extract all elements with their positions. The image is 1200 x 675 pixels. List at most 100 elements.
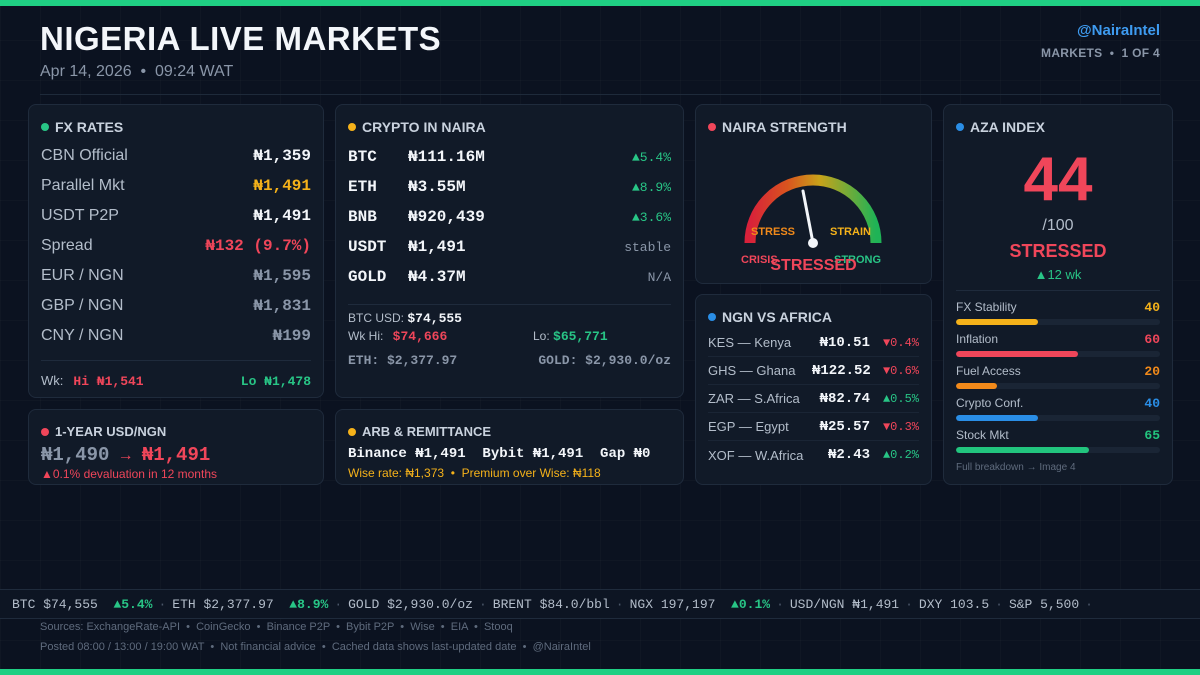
wk-hi-label: Wk Hi: xyxy=(348,329,384,343)
usdngn-to: ₦1,491 xyxy=(141,444,211,466)
top-accent-bar xyxy=(0,0,1200,6)
aza-track xyxy=(956,447,1160,453)
aza-track xyxy=(956,351,1160,357)
crypto-value: ₦920,439 xyxy=(408,208,485,226)
crypto-change: stable xyxy=(624,240,671,255)
aza-track xyxy=(956,319,1160,325)
aza-track xyxy=(956,383,1160,389)
aza-fill xyxy=(956,351,1079,357)
green-dot-icon xyxy=(41,123,49,131)
crypto-value: ₦111.16M xyxy=(408,148,485,166)
naira-strength-title: NAIRA STRENGTH xyxy=(708,119,847,135)
currency-change: ▲0.5% xyxy=(882,391,919,406)
aza-fill xyxy=(956,383,997,389)
wise-rate: Wise rate: ₦1,373 • Premium over Wise: ₦… xyxy=(348,466,601,480)
aza-component-value: 40 xyxy=(1144,396,1160,411)
africa-row: KES — Kenya ₦10.51 ▼0.4% xyxy=(708,329,919,357)
aza-trend: ▲12 wk xyxy=(1034,267,1082,282)
currency-value: ₦10.51 xyxy=(819,334,870,351)
currency-value: ₦122.52 xyxy=(812,362,871,379)
currency-change: ▼0.4% xyxy=(882,335,919,350)
aza-divider xyxy=(956,290,1160,291)
week-label: Wk: xyxy=(41,373,64,388)
africa-row: EGP — Egypt ₦25.57 ▼0.3% xyxy=(708,413,919,441)
crypto-change: ▲8.9% xyxy=(631,180,671,195)
aza-breakdown-link[interactable]: Full breakdown → Image 4 xyxy=(956,462,1076,473)
fx-label: GBP / NGN xyxy=(41,297,124,314)
crypto-value: ₦3.55M xyxy=(408,178,466,196)
gauge-pivot xyxy=(808,238,818,248)
ngn-africa-title: NGN VS AFRICA xyxy=(708,309,832,325)
lo-value: $65,771 xyxy=(553,329,608,344)
fx-rates-card: FX RATES CBN Official ₦1,359 Parallel Mk… xyxy=(28,104,324,398)
gauge-label-strong: STRONG xyxy=(834,254,882,266)
btc-usd-line: BTC USD: $74,555 xyxy=(348,311,462,326)
fx-value: ₦1,595 xyxy=(253,267,311,285)
fx-row: CNY / NGN ₦199 xyxy=(41,327,311,345)
ticker-separator: · xyxy=(478,596,487,612)
crypto-change: ▲5.4% xyxy=(631,150,671,165)
crypto-change: ▲3.6% xyxy=(631,210,671,225)
crypto-symbol: GOLD xyxy=(348,268,387,286)
ticker-separator: · xyxy=(1085,596,1093,612)
fx-label: CBN Official xyxy=(41,147,128,164)
aza-fill xyxy=(956,447,1089,453)
ticker-separator: · xyxy=(905,596,913,612)
week-high: Hi ₦1,541 xyxy=(73,374,144,389)
fx-divider xyxy=(41,360,311,361)
aza-component: Fuel Access 20 xyxy=(956,364,1160,389)
fx-row: GBP / NGN ₦1,831 xyxy=(41,297,311,315)
crypto-card: CRYPTO IN NAIRA BTC ₦111.16M ▲5.4% ETH ₦… xyxy=(335,104,684,398)
btc-usd-label: BTC USD: xyxy=(348,311,405,325)
fx-label: USDT P2P xyxy=(41,207,119,224)
currency-name: ZAR — S.Africa xyxy=(708,391,800,406)
ngn-africa-card: NGN VS AFRICA KES — Kenya ₦10.51 ▼0.4% G… xyxy=(695,294,932,485)
currency-change: ▼0.6% xyxy=(882,363,919,378)
currency-value: ₦82.74 xyxy=(819,390,870,407)
aza-component: Inflation 60 xyxy=(956,332,1160,357)
currency-value: ₦2.43 xyxy=(827,447,870,463)
week-range: Wk: Hi ₦1,541 Lo ₦1,478 xyxy=(41,373,311,389)
usdngn-card: 1-YEAR USD/NGN ₦1,490 → ₦1,491 ▲0.1% dev… xyxy=(28,409,324,485)
aza-fill xyxy=(956,415,1038,421)
fx-value: ₦1,491 xyxy=(253,207,311,225)
aza-component-label: FX Stability xyxy=(956,300,1017,314)
aza-index-card: AZA INDEX 44 /100 STRESSED ▲12 wk FX Sta… xyxy=(943,104,1173,485)
currency-change: ▲0.2% xyxy=(882,448,919,462)
btc-week-low: Lo: $65,771 xyxy=(533,329,608,344)
crypto-divider xyxy=(348,304,671,305)
usdngn-change: ₦1,490 → ₦1,491 xyxy=(41,444,210,466)
wk-hi-value: $74,666 xyxy=(392,329,448,344)
ticker-item: USD/NGN ₦1,491 xyxy=(789,596,900,612)
fx-row: EUR / NGN ₦1,595 xyxy=(41,267,311,285)
usdngn-note: ▲0.1% devaluation in 12 months xyxy=(41,467,217,481)
crypto-row: USDT ₦1,491 stable xyxy=(348,238,671,256)
ticker-separator: · xyxy=(615,596,624,612)
crypto-row: GOLD ₦4.37M N/A xyxy=(348,268,671,286)
crypto-value: ₦4.37M xyxy=(408,268,466,286)
aza-component: Stock Mkt 65 xyxy=(956,428,1160,453)
fx-label: CNY / NGN xyxy=(41,327,124,344)
aza-component-label: Inflation xyxy=(956,332,999,346)
timestamp: Apr 14, 2026 • 09:24 WAT xyxy=(40,63,234,80)
eth-usd-line: ETH: $2,377.97 xyxy=(348,353,458,368)
fx-row: USDT P2P ₦1,491 xyxy=(41,207,311,225)
currency-name: XOF — W.Africa xyxy=(708,447,804,463)
arb-prices: Binance ₦1,491 Bybit ₦1,491 Gap ₦0 xyxy=(348,446,651,462)
usdngn-title: 1-YEAR USD/NGN xyxy=(41,424,166,439)
fx-row: Parallel Mkt ₦1,491 xyxy=(41,177,311,195)
crypto-row: BTC ₦111.16M ▲5.4% xyxy=(348,148,671,166)
gauge-label-crisis: CRISIS xyxy=(741,254,778,266)
ticker-item: ETH $2,377.97 ▲8.9% xyxy=(172,596,329,612)
gauge-arc xyxy=(744,174,882,244)
africa-row: XOF — W.Africa ₦2.43 ▲0.2% xyxy=(708,441,919,469)
crypto-symbol: BNB xyxy=(348,208,377,226)
arb-card: ARB & REMITTANCE Binance ₦1,491 Bybit ₦1… xyxy=(335,409,684,485)
account-handle[interactable]: @NairaIntel xyxy=(1077,22,1160,39)
africa-row: GHS — Ghana ₦122.52 ▼0.6% xyxy=(708,357,919,385)
sources-footer: Sources: ExchangeRate-API • CoinGecko • … xyxy=(40,621,513,633)
currency-name: GHS — Ghana xyxy=(708,363,796,378)
ticker-separator: · xyxy=(776,596,784,612)
fx-label: EUR / NGN xyxy=(41,267,124,284)
ticker-item: BRENT $84.0/bbl xyxy=(492,596,610,612)
